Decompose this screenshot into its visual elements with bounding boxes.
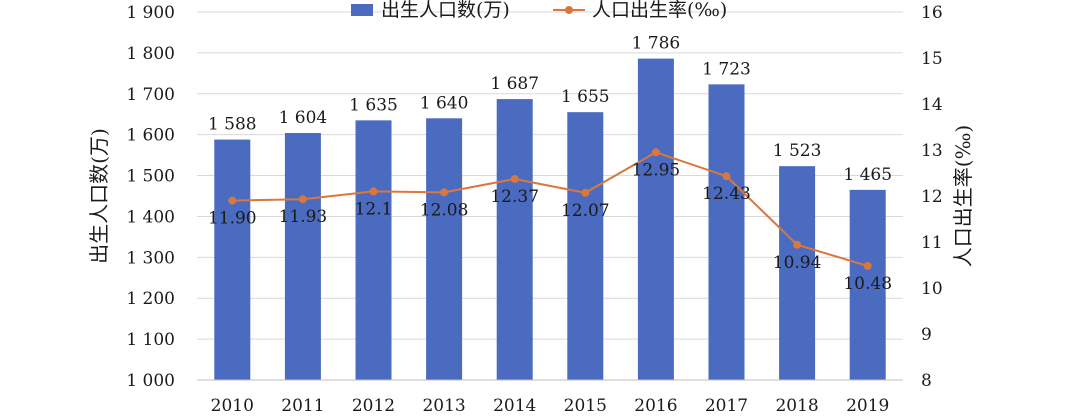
line-data-label: 12.43 bbox=[702, 184, 751, 204]
bar bbox=[496, 99, 533, 381]
x-tick-label: 2017 bbox=[705, 396, 748, 416]
bar-data-label: 1 523 bbox=[773, 141, 822, 161]
bar-data-label: 1 655 bbox=[561, 87, 610, 107]
x-tick-label: 2010 bbox=[211, 396, 254, 416]
y-right-axis-title: 人口出生率(‰) bbox=[951, 125, 975, 267]
bar-data-label: 1 465 bbox=[843, 165, 892, 185]
bar-data-label: 1 687 bbox=[490, 74, 539, 94]
bar-series bbox=[214, 58, 886, 381]
legend-swatch-bars bbox=[351, 4, 373, 16]
line-point bbox=[722, 172, 731, 181]
line-path bbox=[232, 151, 868, 267]
y-right-tick-label: 11 bbox=[921, 233, 943, 253]
y-left-tick-label: 1 700 bbox=[126, 85, 175, 105]
bar bbox=[567, 112, 604, 380]
x-tick-label: 2015 bbox=[564, 396, 607, 416]
y-right-tick-label: 15 bbox=[921, 49, 943, 69]
bar-data-label: 1 588 bbox=[208, 115, 257, 135]
bar bbox=[779, 166, 816, 380]
line-point bbox=[510, 174, 519, 183]
x-tick-label: 2014 bbox=[493, 396, 536, 416]
x-tick-label: 2019 bbox=[846, 396, 889, 416]
line-data-label: 11.90 bbox=[208, 209, 257, 229]
bar-data-label: 1 723 bbox=[702, 59, 751, 79]
y-left-tick-label: 1 600 bbox=[126, 126, 175, 146]
x-tick-label: 2013 bbox=[422, 396, 465, 416]
legend-label-line: 人口出生率(‰) bbox=[592, 0, 727, 21]
y-left-tick-label: 1 100 bbox=[126, 330, 175, 350]
line-data-label: 12.07 bbox=[561, 201, 610, 221]
bar bbox=[426, 118, 463, 381]
bar-data-label: 1 604 bbox=[279, 108, 328, 128]
line-point bbox=[298, 195, 307, 204]
y-left-tick-label: 1 800 bbox=[126, 44, 175, 64]
bar bbox=[849, 189, 886, 380]
line-point bbox=[651, 148, 660, 157]
legend-label-bars: 出生人口数(万) bbox=[381, 0, 510, 21]
y-right-tick-label: 14 bbox=[921, 95, 943, 115]
line-data-label: 12.95 bbox=[632, 160, 681, 180]
x-tick-label: 2012 bbox=[352, 396, 395, 416]
data-labels: 1 588 1 604 1 635 1 640 1 687 1 655 1 786 1 723… bbox=[208, 34, 892, 294]
y-left-tick-label: 1 400 bbox=[126, 207, 175, 227]
y-left-tick-label: 1 000 bbox=[126, 371, 175, 391]
y-right-tick-label: 8 bbox=[921, 371, 932, 391]
line-data-label: 12.1 bbox=[355, 199, 393, 219]
bar-data-label: 1 635 bbox=[349, 95, 398, 115]
y-right-tick-label: 13 bbox=[921, 141, 943, 161]
bar bbox=[214, 139, 251, 380]
bar bbox=[284, 133, 321, 380]
line-data-label: 10.94 bbox=[773, 253, 822, 273]
legend: 出生人口数(万) 人口出生率(‰) bbox=[351, 0, 727, 21]
axes: 1 000 1 100 1 200 1 300 1 400 1 500 1 600 1 700… bbox=[87, 3, 975, 416]
bar bbox=[708, 84, 745, 380]
y-left-axis-title: 出生人口数(万) bbox=[87, 128, 111, 264]
x-tick-label: 2018 bbox=[775, 396, 818, 416]
line-point bbox=[581, 188, 590, 197]
x-tick-label: 2016 bbox=[634, 396, 677, 416]
line-data-label: 11.93 bbox=[279, 207, 328, 227]
line-point bbox=[793, 240, 802, 249]
bar-data-label: 1 786 bbox=[632, 34, 681, 54]
y-right-tick-label: 10 bbox=[921, 279, 943, 299]
y-left-tick-label: 1 500 bbox=[126, 167, 175, 187]
line-point bbox=[863, 261, 872, 270]
line-series bbox=[228, 148, 872, 270]
line-point bbox=[369, 187, 378, 196]
y-left-tick-label: 1 900 bbox=[126, 3, 175, 23]
y-right-tick-label: 9 bbox=[921, 325, 932, 345]
line-data-label: 12.37 bbox=[490, 187, 539, 207]
bar bbox=[355, 120, 392, 380]
line-data-label: 12.08 bbox=[420, 200, 469, 220]
legend-marker-line bbox=[565, 6, 573, 14]
bar bbox=[637, 58, 674, 380]
line-point bbox=[440, 188, 449, 197]
y-right-tick-label: 16 bbox=[921, 3, 943, 23]
bar-data-label: 1 640 bbox=[420, 93, 469, 113]
y-left-tick-label: 1 300 bbox=[126, 248, 175, 268]
y-right-tick-label: 12 bbox=[921, 187, 943, 207]
line-point bbox=[228, 196, 237, 205]
x-tick-label: 2011 bbox=[281, 396, 324, 416]
line-data-label: 10.48 bbox=[843, 274, 892, 294]
y-left-tick-label: 1 200 bbox=[126, 289, 175, 309]
